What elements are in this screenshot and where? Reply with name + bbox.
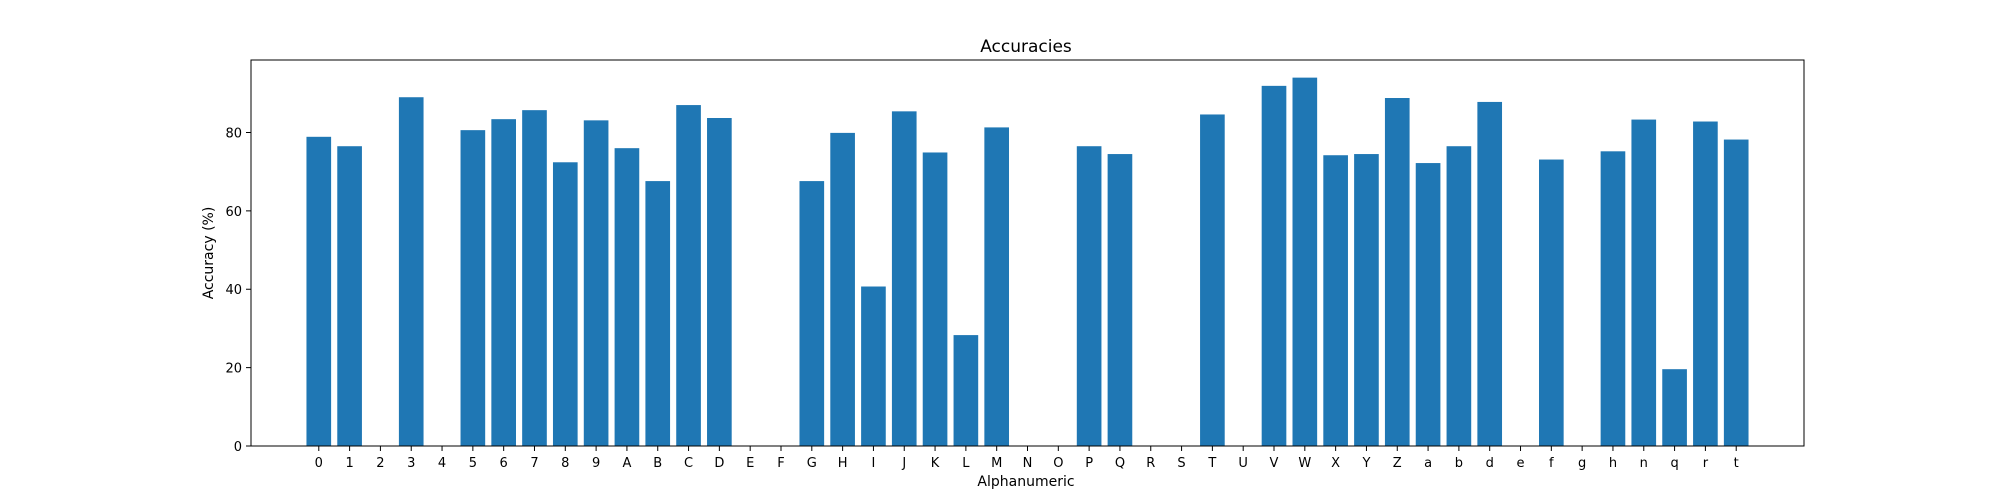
y-axis: 0 20 40 60 80 xyxy=(225,126,251,455)
bar-T xyxy=(1200,114,1225,446)
x-tick-label: W xyxy=(1298,456,1311,471)
bar-3 xyxy=(398,97,424,446)
bar-V xyxy=(1261,85,1287,447)
x-tick-label: d xyxy=(1486,456,1494,471)
bar-L xyxy=(953,335,979,446)
bar-q xyxy=(1662,369,1687,446)
bar-J xyxy=(891,111,917,446)
x-tick-label: T xyxy=(1207,456,1216,471)
x-tick-label: V xyxy=(1270,456,1279,471)
bar-G xyxy=(799,181,825,446)
x-axis-title: Alphanumeric xyxy=(977,474,1074,490)
bar-5 xyxy=(460,130,486,446)
x-tick-label: C xyxy=(684,456,693,471)
bar-Z xyxy=(1384,98,1410,446)
x-tick-label: S xyxy=(1177,456,1185,471)
bar-C xyxy=(676,105,701,446)
x-tick-label: L xyxy=(962,456,970,471)
x-tick-label: b xyxy=(1455,456,1463,471)
bar-I xyxy=(861,286,886,446)
bar-9 xyxy=(583,120,609,446)
bar-A xyxy=(614,148,640,447)
bar-b xyxy=(1446,146,1472,446)
x-tick-label: Z xyxy=(1393,456,1402,471)
x-tick-label: 2 xyxy=(376,456,384,471)
x-tick-label: G xyxy=(807,456,817,471)
bar-D xyxy=(707,118,732,446)
bar-Y xyxy=(1354,154,1379,447)
x-tick-label: M xyxy=(991,456,1002,471)
x-tick-label: n xyxy=(1640,456,1648,471)
bars-group xyxy=(306,77,1749,447)
bar-r xyxy=(1693,121,1718,447)
bar-1 xyxy=(337,146,362,446)
bar-M xyxy=(984,127,1010,447)
x-tick-label: a xyxy=(1424,456,1432,471)
y-axis-title: Accuracy (%) xyxy=(201,207,217,300)
bar-f xyxy=(1539,159,1564,447)
x-tick-label: 3 xyxy=(407,456,415,471)
bar-n xyxy=(1631,119,1657,446)
x-tick-label: 9 xyxy=(592,456,600,471)
bar-K xyxy=(922,152,948,447)
bar-P xyxy=(1076,146,1102,446)
bar-8 xyxy=(552,162,578,446)
x-tick-label: R xyxy=(1146,456,1155,471)
bar-d xyxy=(1477,101,1503,447)
chart-title: Accuracies xyxy=(980,37,1072,57)
x-tick-label: q xyxy=(1670,456,1678,471)
x-tick-label: 1 xyxy=(345,456,353,471)
x-tick-label: e xyxy=(1517,456,1525,471)
bar-H xyxy=(830,132,855,446)
bar-7 xyxy=(522,110,547,446)
x-tick-label: J xyxy=(901,456,906,471)
x-tick-label: B xyxy=(653,456,662,471)
bar-B xyxy=(645,181,671,446)
bar-Q xyxy=(1107,154,1133,447)
x-tick-label: 8 xyxy=(561,456,569,471)
x-tick-label: 7 xyxy=(530,456,538,471)
bar-a xyxy=(1415,163,1441,446)
x-tick-label: g xyxy=(1578,456,1586,471)
y-tick-label: 40 xyxy=(225,283,242,298)
y-tick-label: 60 xyxy=(225,205,242,220)
x-tick-label: Y xyxy=(1361,456,1370,471)
x-tick-label: Q xyxy=(1115,456,1125,471)
bar-h xyxy=(1600,151,1626,446)
y-tick-label: 0 xyxy=(234,440,242,455)
x-tick-label: F xyxy=(777,456,784,471)
x-tick-label: 0 xyxy=(315,456,323,471)
x-tick-label: 4 xyxy=(438,456,446,471)
x-tick-label: h xyxy=(1609,456,1617,471)
x-tick-label: E xyxy=(746,456,754,471)
y-tick-label: 20 xyxy=(225,362,242,377)
x-tick-label: f xyxy=(1549,456,1554,471)
x-tick-label: 6 xyxy=(500,456,508,471)
x-tick-label: U xyxy=(1238,456,1248,471)
x-tick-label: t xyxy=(1734,456,1739,471)
x-tick-label: H xyxy=(838,456,848,471)
x-tick-label: 5 xyxy=(469,456,477,471)
x-tick-label: P xyxy=(1085,456,1093,471)
x-tick-label: K xyxy=(931,456,940,471)
x-tick-label: A xyxy=(622,456,631,471)
bar-6 xyxy=(491,119,516,447)
bar-W xyxy=(1292,77,1318,446)
bar-X xyxy=(1323,155,1348,447)
x-tick-label: D xyxy=(714,456,724,471)
x-tick-label: O xyxy=(1053,456,1063,471)
x-tick-label: N xyxy=(1023,456,1033,471)
bar-0 xyxy=(306,136,332,446)
x-tick-label: I xyxy=(872,456,876,471)
x-tick-label: X xyxy=(1331,456,1340,471)
x-tick-label: r xyxy=(1703,456,1709,471)
y-tick-label: 80 xyxy=(225,126,242,141)
bar-t xyxy=(1723,139,1749,447)
